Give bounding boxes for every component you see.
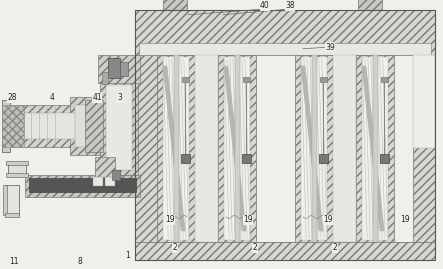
Text: 19: 19 <box>243 215 253 225</box>
Bar <box>95 157 115 177</box>
Bar <box>182 77 189 82</box>
Bar <box>163 57 189 240</box>
Bar <box>242 154 251 163</box>
Bar <box>181 154 190 163</box>
Bar <box>85 100 103 152</box>
Text: 4: 4 <box>50 94 54 102</box>
Bar <box>163 0 187 10</box>
Text: 19: 19 <box>323 215 333 225</box>
Text: 2: 2 <box>333 243 338 253</box>
Bar <box>105 177 115 186</box>
Bar <box>312 55 317 242</box>
Bar <box>243 77 250 82</box>
Text: 28: 28 <box>7 94 17 102</box>
Bar <box>3 185 7 215</box>
Text: 2: 2 <box>173 243 177 253</box>
Bar <box>98 55 140 83</box>
Bar <box>413 55 435 242</box>
Bar <box>135 55 157 242</box>
Text: 41: 41 <box>92 94 102 102</box>
Text: 38: 38 <box>285 2 295 10</box>
Bar <box>93 177 103 186</box>
Bar <box>108 58 120 78</box>
Text: 3: 3 <box>117 94 122 102</box>
Bar <box>218 55 256 242</box>
Bar <box>135 10 435 55</box>
Bar <box>295 55 333 242</box>
Bar <box>195 55 218 242</box>
Bar <box>380 154 389 163</box>
Bar <box>6 173 28 177</box>
Bar <box>70 97 100 155</box>
Text: 19: 19 <box>165 215 175 225</box>
Bar <box>301 57 327 240</box>
Bar <box>8 163 26 175</box>
Text: 40: 40 <box>260 2 270 10</box>
Bar <box>358 0 382 10</box>
Bar <box>112 170 120 180</box>
Bar <box>25 175 140 197</box>
Bar <box>6 161 28 165</box>
Bar <box>2 105 24 147</box>
Text: 2: 2 <box>253 243 257 253</box>
Bar <box>106 85 132 170</box>
Bar <box>135 242 435 260</box>
Bar <box>381 77 388 82</box>
Bar <box>174 55 179 242</box>
Text: 39: 39 <box>325 43 335 51</box>
Bar <box>2 100 10 152</box>
Bar <box>100 80 138 175</box>
Text: 11: 11 <box>9 257 19 267</box>
Bar <box>413 55 435 148</box>
Text: 8: 8 <box>78 257 82 267</box>
Bar <box>5 113 82 139</box>
Bar <box>224 57 250 240</box>
Bar <box>2 105 85 147</box>
Bar <box>5 213 19 217</box>
Bar <box>157 55 195 242</box>
Bar <box>319 154 328 163</box>
Text: 1: 1 <box>126 250 130 260</box>
Bar <box>5 185 19 215</box>
Bar <box>29 178 136 192</box>
Bar <box>135 10 435 260</box>
Bar <box>320 77 327 82</box>
Bar <box>75 105 95 147</box>
Bar <box>139 43 431 55</box>
Bar <box>235 55 240 242</box>
Bar <box>373 55 378 242</box>
Bar <box>333 55 356 242</box>
Bar <box>120 62 128 76</box>
Bar <box>102 72 108 84</box>
Bar <box>362 57 388 240</box>
Bar <box>356 55 394 242</box>
Text: 19: 19 <box>400 215 410 225</box>
